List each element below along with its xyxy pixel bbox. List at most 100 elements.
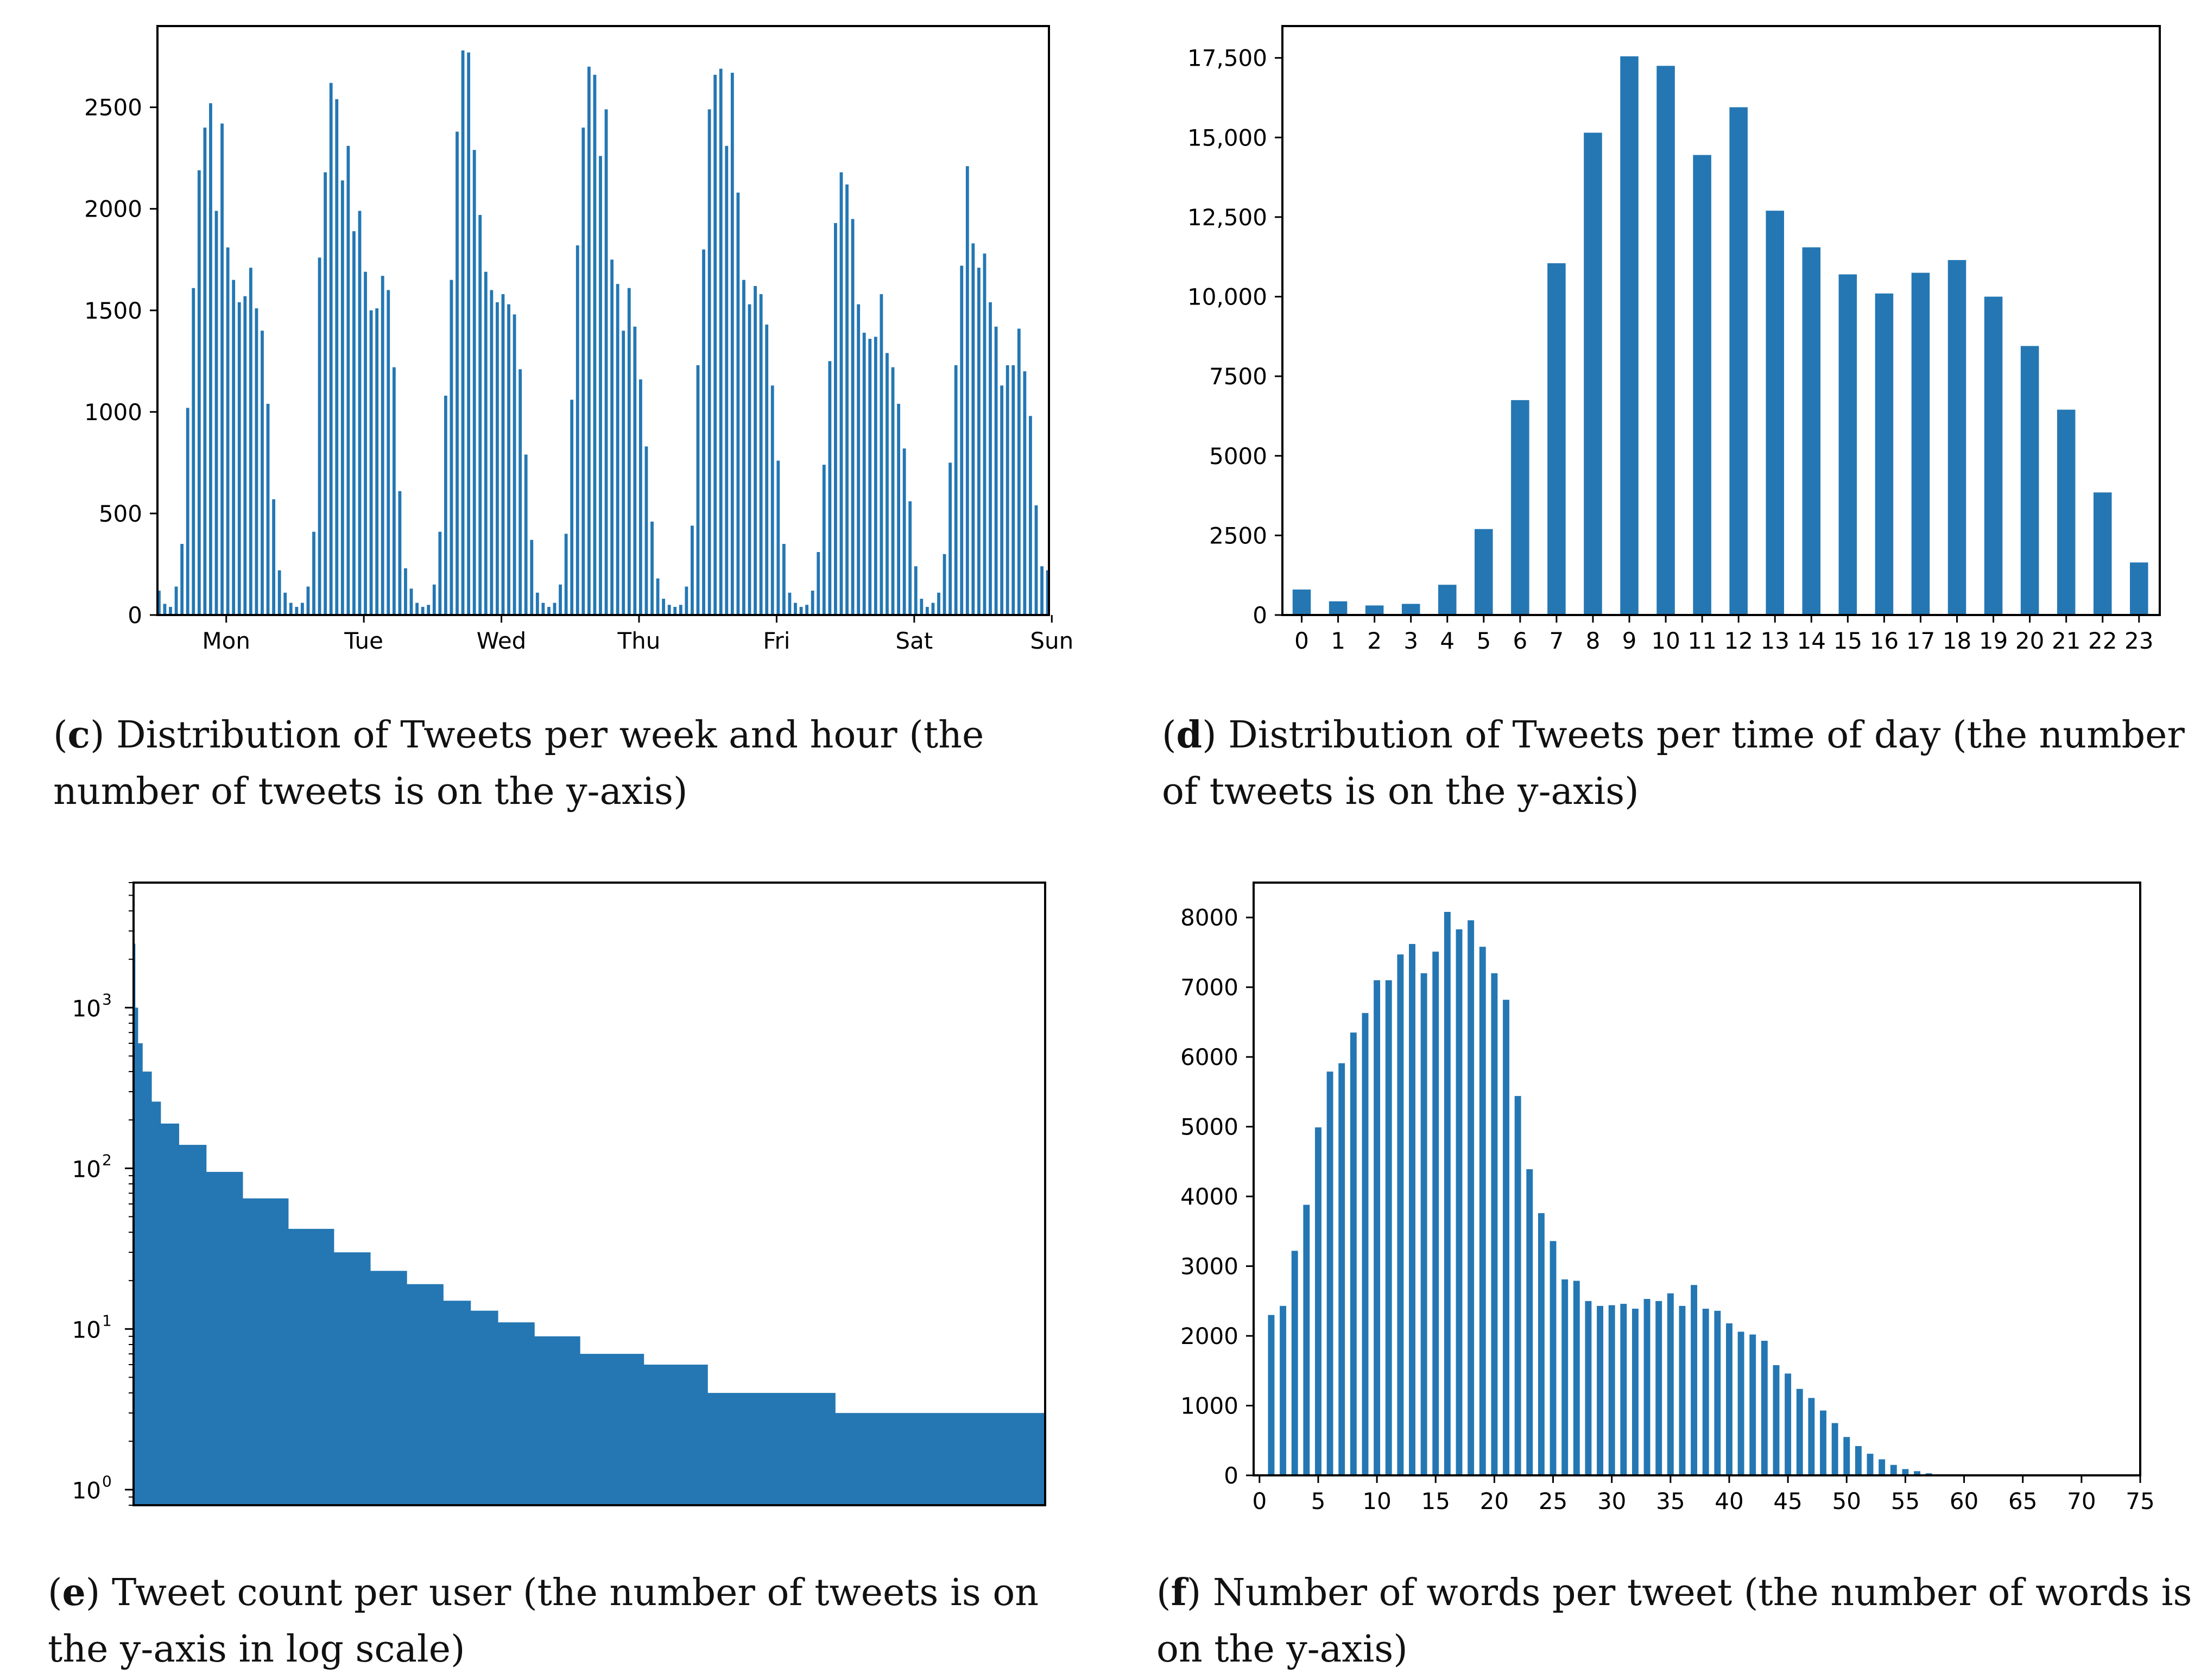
x-tick-label-f: 20 bbox=[1480, 1488, 1509, 1514]
bar bbox=[1729, 107, 1748, 615]
bar bbox=[770, 385, 774, 615]
y-tick-label-d: 10,000 bbox=[1187, 284, 1267, 310]
bar bbox=[1538, 1213, 1545, 1475]
x-tick-label-c: Fri bbox=[763, 627, 790, 654]
bar bbox=[484, 271, 488, 615]
x-tick-label-f: 5 bbox=[1311, 1488, 1326, 1514]
plot-frame-e bbox=[132, 882, 1046, 1506]
bar bbox=[1547, 263, 1566, 615]
caption-text-d: Distribution of Tweets per time of day (… bbox=[1162, 714, 2185, 813]
bar bbox=[1702, 1308, 1709, 1475]
bar bbox=[725, 145, 729, 615]
bar bbox=[616, 284, 619, 615]
bar bbox=[845, 184, 849, 615]
bar bbox=[1303, 1204, 1310, 1475]
y-tick-label-f: 6000 bbox=[1180, 1044, 1238, 1070]
bar bbox=[1526, 1169, 1533, 1475]
bar bbox=[983, 253, 986, 615]
bar bbox=[163, 604, 167, 615]
bar bbox=[1329, 601, 1348, 615]
x-tick-label-f: 65 bbox=[2008, 1488, 2037, 1514]
bar bbox=[255, 308, 258, 615]
bar bbox=[1491, 973, 1498, 1475]
x-tick-label-f: 75 bbox=[2126, 1488, 2154, 1514]
bar bbox=[1006, 365, 1009, 615]
bar bbox=[559, 584, 562, 615]
bar bbox=[214, 211, 218, 615]
x-tick-label-f: 0 bbox=[1252, 1488, 1267, 1514]
y-tick-exponent-e: 1 bbox=[102, 1311, 112, 1329]
bar bbox=[174, 586, 178, 615]
y-tick-label-e: 10 bbox=[72, 1316, 101, 1343]
bar bbox=[902, 448, 906, 615]
bar bbox=[2020, 346, 2039, 615]
caption-d: (d) Distribution of Tweets per time of d… bbox=[1162, 713, 2185, 813]
bar bbox=[610, 259, 614, 615]
bar bbox=[1584, 132, 1602, 616]
bar bbox=[622, 331, 625, 615]
bar bbox=[456, 131, 459, 615]
plot-frame-d bbox=[1281, 25, 2161, 616]
bar bbox=[965, 166, 969, 616]
bar bbox=[1291, 1251, 1298, 1475]
bar bbox=[392, 367, 396, 615]
bar bbox=[1947, 260, 1966, 615]
bar bbox=[381, 276, 384, 615]
bar bbox=[650, 521, 654, 615]
bar bbox=[1620, 1303, 1627, 1475]
bar bbox=[1911, 272, 1930, 615]
bar bbox=[1034, 505, 1038, 615]
bar bbox=[857, 304, 861, 615]
bar bbox=[1326, 1072, 1333, 1475]
bar bbox=[535, 592, 539, 615]
bar bbox=[667, 605, 671, 615]
bar bbox=[719, 68, 723, 615]
bar bbox=[1040, 566, 1044, 615]
bar bbox=[1017, 328, 1021, 615]
tweet-count-area bbox=[134, 943, 1045, 1505]
bar bbox=[776, 460, 780, 615]
bar bbox=[398, 491, 402, 615]
bar bbox=[312, 531, 315, 615]
x-tick-label-d: 6 bbox=[1513, 627, 1527, 654]
bar bbox=[1843, 1437, 1850, 1475]
bar bbox=[1749, 1334, 1756, 1475]
bar bbox=[1374, 980, 1381, 1475]
caption-label-f: f bbox=[1171, 1571, 1187, 1614]
bar bbox=[1023, 371, 1027, 615]
y-tick-label-f: 1000 bbox=[1180, 1393, 1238, 1419]
bar bbox=[713, 74, 717, 616]
bar bbox=[989, 302, 992, 615]
bar bbox=[220, 123, 224, 616]
x-tick-label-d: 16 bbox=[1870, 627, 1899, 654]
bar bbox=[1385, 980, 1392, 1475]
bar bbox=[427, 605, 431, 615]
bar bbox=[593, 74, 597, 616]
bar bbox=[1737, 1332, 1744, 1475]
y-tick-label-d: 15,000 bbox=[1187, 124, 1267, 151]
bar bbox=[1655, 1301, 1662, 1475]
bar bbox=[507, 304, 510, 615]
y-tick-label-f: 7000 bbox=[1180, 974, 1238, 1001]
bar bbox=[679, 605, 682, 615]
bar bbox=[1984, 296, 2003, 615]
bar bbox=[931, 603, 935, 615]
bar bbox=[662, 599, 666, 615]
bar bbox=[862, 332, 866, 615]
bar bbox=[553, 603, 557, 615]
x-tick-label-c: Tue bbox=[344, 627, 383, 654]
bar bbox=[644, 446, 648, 615]
chart-c: 0 500 1000 1500 2000 2500 Mon Tue Wed Thu Fri Sat Su… bbox=[84, 25, 1073, 654]
bar bbox=[1268, 1315, 1275, 1475]
bar bbox=[1796, 1389, 1803, 1475]
bar bbox=[266, 403, 270, 615]
y-tick-exponent-e: 2 bbox=[102, 1151, 112, 1169]
bar bbox=[1397, 954, 1404, 1475]
x-tick-label-f: 40 bbox=[1715, 1488, 1743, 1514]
y-tick-label-f: 5000 bbox=[1180, 1114, 1238, 1140]
bar bbox=[186, 408, 189, 615]
bar bbox=[306, 586, 310, 615]
bar bbox=[1890, 1465, 1897, 1475]
bar bbox=[180, 544, 184, 615]
